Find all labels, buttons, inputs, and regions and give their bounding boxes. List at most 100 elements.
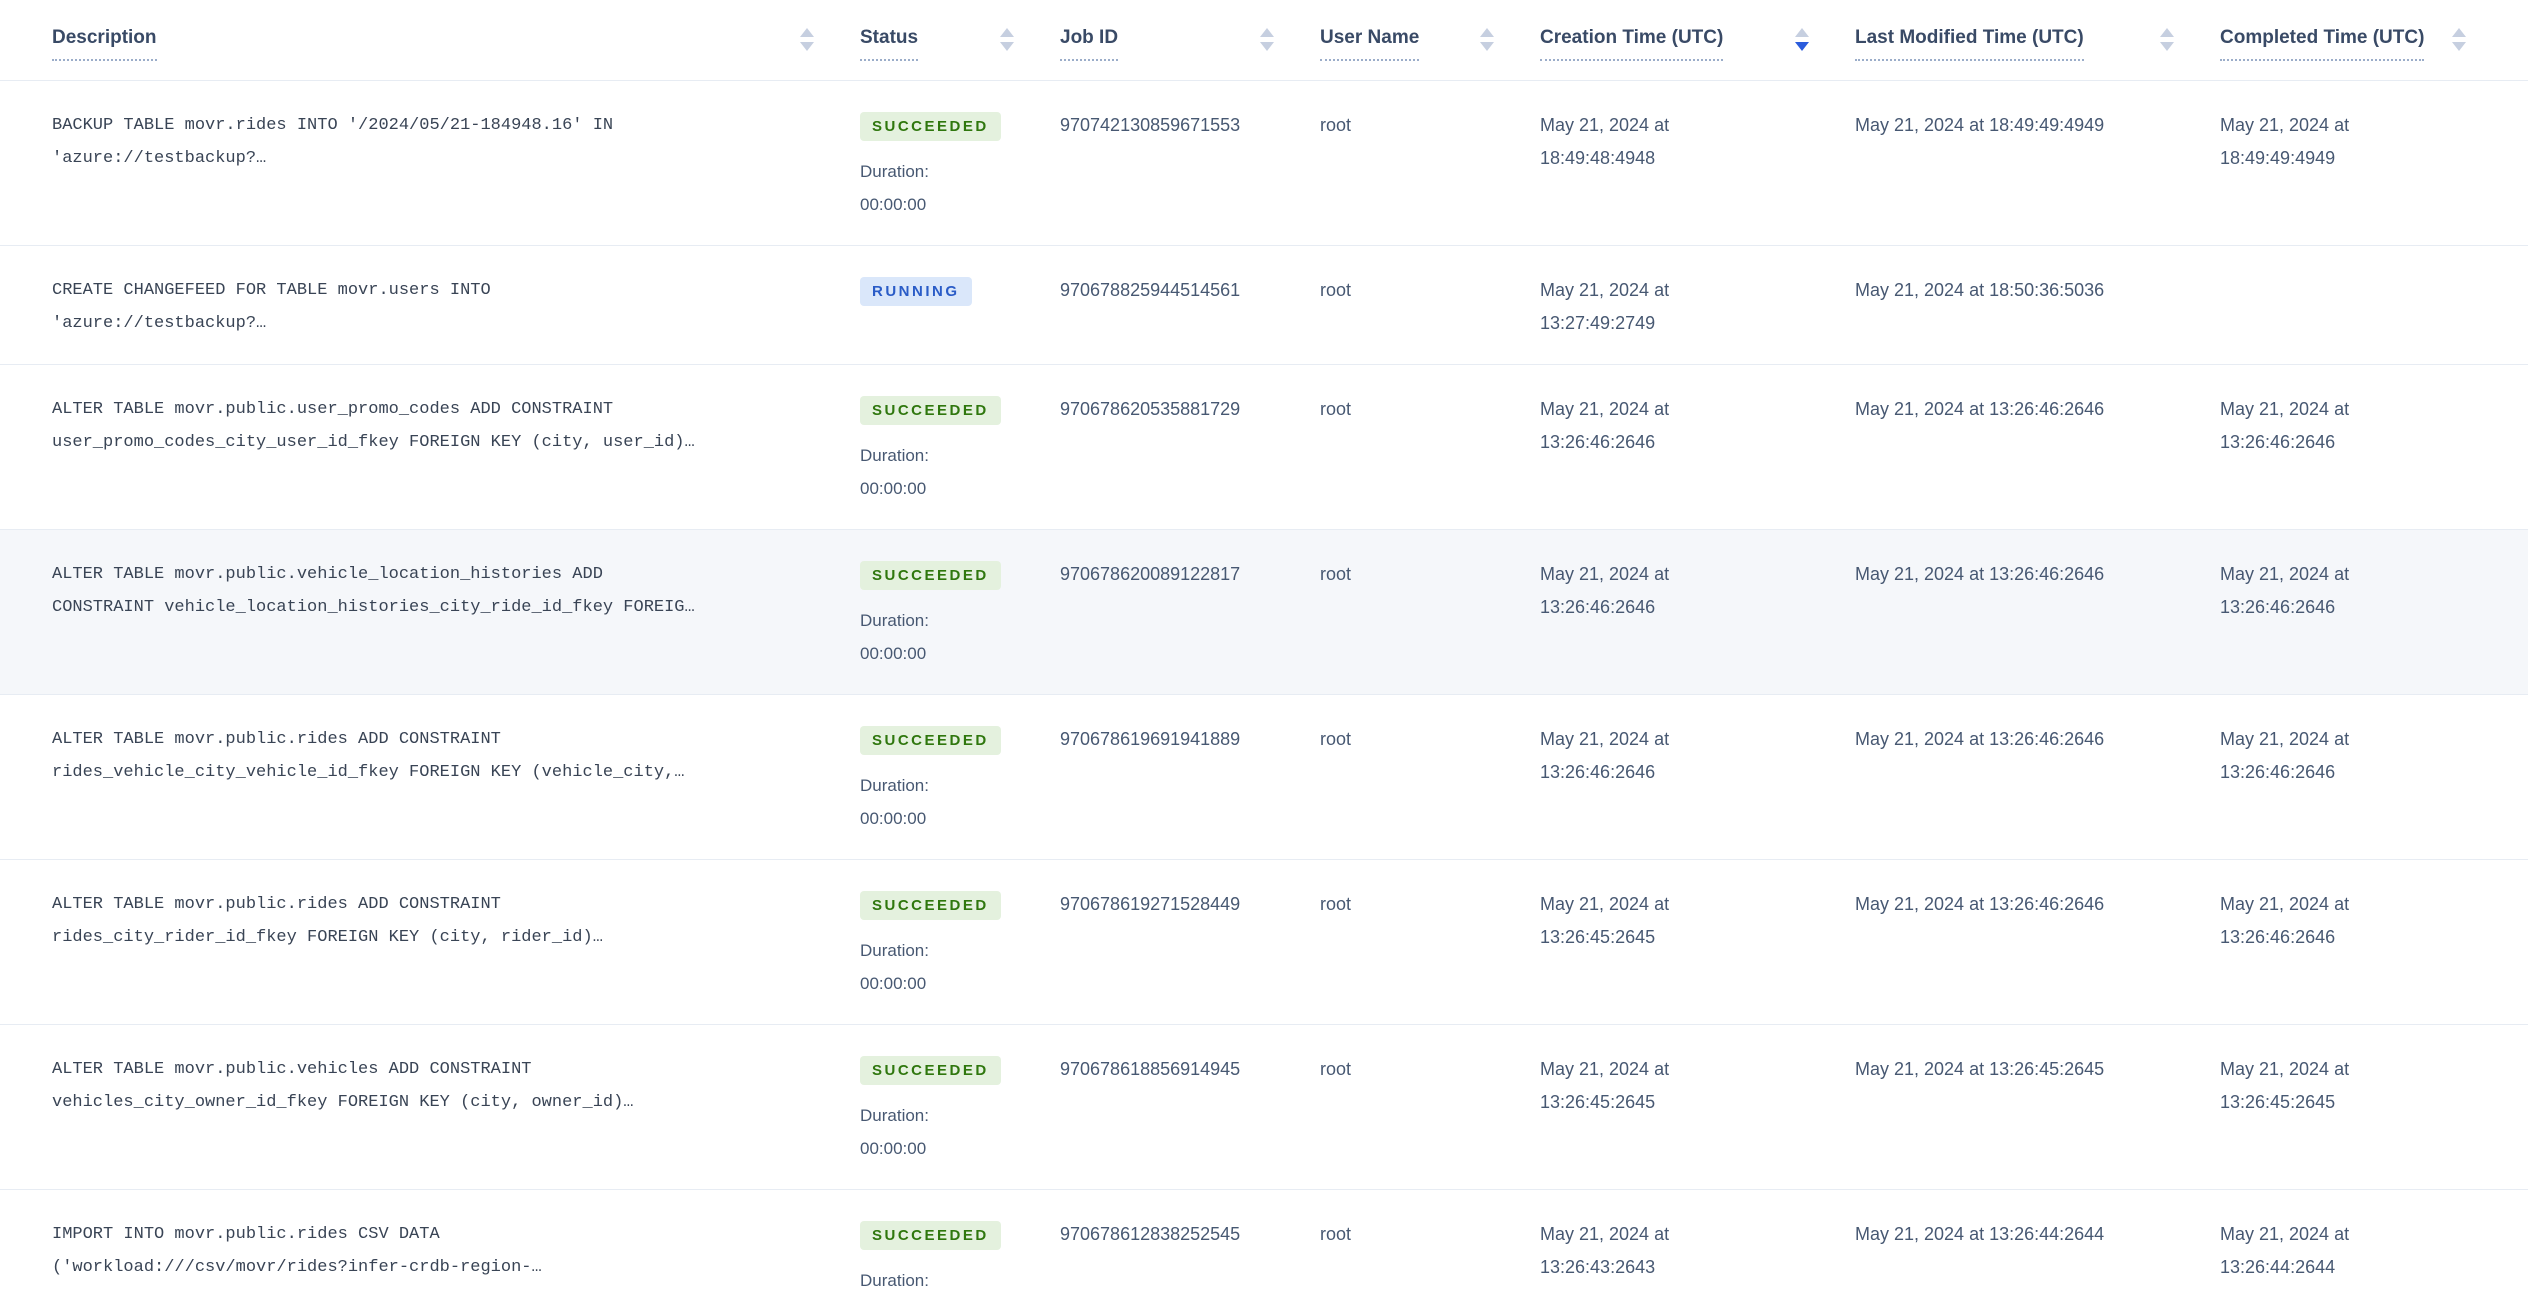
- cell-creation-time: May 21, 2024 at 13:26:45:2645: [1540, 859, 1855, 1025]
- column-label-creation-time: Creation Time (UTC): [1540, 26, 1724, 61]
- column-label-user-name: User Name: [1320, 26, 1420, 61]
- duration-value: 00:00:00: [860, 1138, 927, 1158]
- cell-job-id: 970678620535881729: [1060, 364, 1320, 530]
- duration-value: 00:00:00: [860, 643, 927, 663]
- column-header-completed-time[interactable]: Completed Time (UTC): [2220, 0, 2528, 81]
- header-row: Description Status Job ID User Name: [0, 0, 2528, 81]
- sort-icon[interactable]: [1260, 28, 1274, 51]
- cell-creation-time: May 21, 2024 at 13:26:46:2646: [1540, 364, 1855, 530]
- cell-last-modified-time: May 21, 2024 at 13:26:44:2644: [1855, 1189, 2220, 1292]
- cell-completed-time: May 21, 2024 at 18:49:49:4949: [2220, 80, 2528, 246]
- cell-creation-time: May 21, 2024 at 18:49:48:4948: [1540, 80, 1855, 246]
- cell-last-modified-time: May 21, 2024 at 18:50:36:5036: [1855, 245, 2220, 365]
- table-row[interactable]: BACKUP TABLE movr.rides INTO '/2024/05/2…: [0, 80, 2528, 246]
- cell-status: SUCCEEDED Duration: 00:00:00: [860, 364, 1060, 530]
- column-header-job-id[interactable]: Job ID: [1060, 0, 1320, 81]
- cell-last-modified-time: May 21, 2024 at 13:26:46:2646: [1855, 529, 2220, 695]
- duration-block: Duration: 00:00:00: [860, 604, 1060, 670]
- job-description-link[interactable]: ALTER TABLE movr.public.rides ADD CONSTR…: [0, 694, 860, 860]
- job-description-link[interactable]: CREATE CHANGEFEED FOR TABLE movr.users I…: [0, 245, 860, 365]
- table-row[interactable]: ALTER TABLE movr.public.user_promo_codes…: [0, 364, 2528, 530]
- cell-creation-time: May 21, 2024 at 13:26:46:2646: [1540, 694, 1855, 860]
- cell-status: SUCCEEDED Duration: 00:00:00: [860, 529, 1060, 695]
- column-header-creation-time[interactable]: Creation Time (UTC): [1540, 0, 1855, 81]
- cell-status: SUCCEEDED Duration: 00:00:00: [860, 80, 1060, 246]
- duration-label: Duration:: [860, 445, 929, 465]
- column-header-status[interactable]: Status: [860, 0, 1060, 81]
- duration-value: 00:00:00: [860, 808, 927, 828]
- cell-last-modified-time: May 21, 2024 at 13:26:45:2645: [1855, 1024, 2220, 1190]
- cell-user-name: root: [1320, 80, 1540, 246]
- duration-block: Duration: 00:00:00: [860, 155, 1060, 221]
- table-row[interactable]: ALTER TABLE movr.public.rides ADD CONSTR…: [0, 694, 2528, 860]
- jobs-table-header: Description Status Job ID User Name: [0, 0, 2528, 81]
- duration-block: Duration: 00:00:00: [860, 769, 1060, 835]
- cell-job-id: 970678619691941889: [1060, 694, 1320, 860]
- column-header-user-name[interactable]: User Name: [1320, 0, 1540, 81]
- cell-last-modified-time: May 21, 2024 at 13:26:46:2646: [1855, 694, 2220, 860]
- status-badge: SUCCEEDED: [860, 111, 1001, 141]
- duration-label: Duration:: [860, 940, 929, 960]
- cell-user-name: root: [1320, 1024, 1540, 1190]
- table-row[interactable]: ALTER TABLE movr.public.vehicles ADD CON…: [0, 1024, 2528, 1190]
- job-description-link[interactable]: ALTER TABLE movr.public.vehicle_location…: [0, 529, 860, 695]
- cell-creation-time: May 21, 2024 at 13:26:43:2643: [1540, 1189, 1855, 1292]
- cell-job-id: 970678618856914945: [1060, 1024, 1320, 1190]
- status-badge: SUCCEEDED: [860, 1220, 1001, 1250]
- duration-block: Duration: 00:00:00: [860, 439, 1060, 505]
- cell-job-id: 970678825944514561: [1060, 245, 1320, 365]
- duration-label: Duration:: [860, 1270, 929, 1290]
- cell-status: SUCCEEDED Duration: 00:00:00: [860, 859, 1060, 1025]
- jobs-table-body: BACKUP TABLE movr.rides INTO '/2024/05/2…: [0, 80, 2528, 1292]
- status-badge: SUCCEEDED: [860, 725, 1001, 755]
- cell-status: SUCCEEDED Duration: 00:00:00: [860, 1189, 1060, 1292]
- duration-block: Duration: 00:00:00: [860, 1264, 1060, 1292]
- cell-completed-time: May 21, 2024 at 13:26:45:2645: [2220, 1024, 2528, 1190]
- cell-status: SUCCEEDED Duration: 00:00:00: [860, 694, 1060, 860]
- table-row[interactable]: CREATE CHANGEFEED FOR TABLE movr.users I…: [0, 245, 2528, 365]
- sort-icon[interactable]: [1480, 28, 1494, 51]
- column-header-last-modified-time[interactable]: Last Modified Time (UTC): [1855, 0, 2220, 81]
- cell-user-name: root: [1320, 364, 1540, 530]
- cell-user-name: root: [1320, 245, 1540, 365]
- job-description-link[interactable]: ALTER TABLE movr.public.vehicles ADD CON…: [0, 1024, 860, 1190]
- duration-label: Duration:: [860, 775, 929, 795]
- duration-block: Duration: 00:00:00: [860, 934, 1060, 1000]
- cell-user-name: root: [1320, 529, 1540, 695]
- cell-completed-time: [2220, 245, 2528, 365]
- cell-creation-time: May 21, 2024 at 13:26:45:2645: [1540, 1024, 1855, 1190]
- cell-creation-time: May 21, 2024 at 13:26:46:2646: [1540, 529, 1855, 695]
- sort-icon[interactable]: [2452, 28, 2466, 51]
- duration-value: 00:00:00: [860, 478, 927, 498]
- status-badge: SUCCEEDED: [860, 560, 1001, 590]
- cell-status: RUNNING: [860, 245, 1060, 365]
- status-badge: RUNNING: [860, 276, 972, 306]
- sort-icon[interactable]: [2160, 28, 2174, 51]
- cell-last-modified-time: May 21, 2024 at 13:26:46:2646: [1855, 859, 2220, 1025]
- table-row[interactable]: ALTER TABLE movr.public.vehicle_location…: [0, 529, 2528, 695]
- column-label-completed-time: Completed Time (UTC): [2220, 26, 2425, 61]
- job-description-link[interactable]: ALTER TABLE movr.public.rides ADD CONSTR…: [0, 859, 860, 1025]
- cell-user-name: root: [1320, 1189, 1540, 1292]
- cell-last-modified-time: May 21, 2024 at 18:49:49:4949: [1855, 80, 2220, 246]
- column-label-description: Description: [52, 26, 157, 61]
- table-row[interactable]: ALTER TABLE movr.public.rides ADD CONSTR…: [0, 859, 2528, 1025]
- sort-icon[interactable]: [800, 28, 814, 51]
- column-header-description[interactable]: Description: [0, 0, 860, 81]
- cell-job-id: 970678612838252545: [1060, 1189, 1320, 1292]
- sort-icon-active-desc[interactable]: [1795, 28, 1809, 51]
- table-row[interactable]: IMPORT INTO movr.public.rides CSV DATA (…: [0, 1189, 2528, 1292]
- column-label-job-id: Job ID: [1060, 26, 1119, 61]
- status-badge: SUCCEEDED: [860, 395, 1001, 425]
- duration-label: Duration:: [860, 161, 929, 181]
- sort-icon[interactable]: [1000, 28, 1014, 51]
- column-label-last-modified-time: Last Modified Time (UTC): [1855, 26, 2084, 61]
- job-description-link[interactable]: BACKUP TABLE movr.rides INTO '/2024/05/2…: [0, 80, 860, 246]
- cell-last-modified-time: May 21, 2024 at 13:26:46:2646: [1855, 364, 2220, 530]
- cell-job-id: 970742130859671553: [1060, 80, 1320, 246]
- cell-completed-time: May 21, 2024 at 13:26:46:2646: [2220, 364, 2528, 530]
- job-description-link[interactable]: IMPORT INTO movr.public.rides CSV DATA (…: [0, 1189, 860, 1292]
- job-description-link[interactable]: ALTER TABLE movr.public.user_promo_codes…: [0, 364, 860, 530]
- cell-job-id: 970678619271528449: [1060, 859, 1320, 1025]
